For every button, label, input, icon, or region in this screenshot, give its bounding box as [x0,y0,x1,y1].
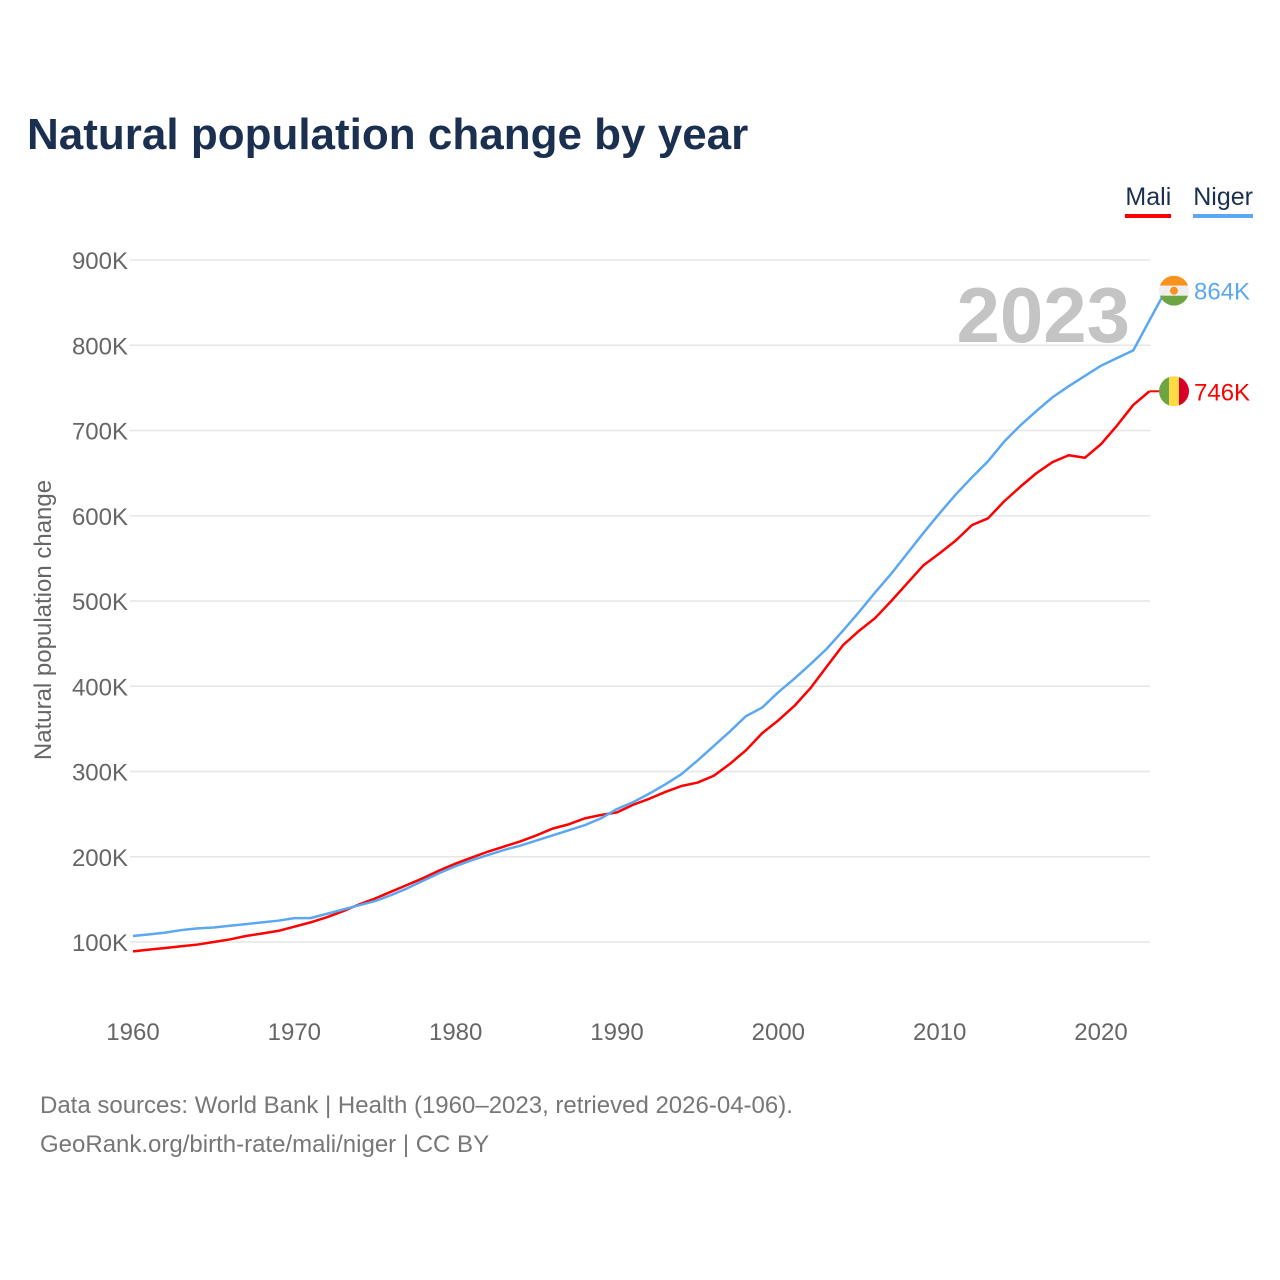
flag-stripes [1159,275,1189,306]
x-tick-label: 1960 [106,1019,159,1046]
flag-stripe [1169,376,1179,407]
current-year-label: 2023 [956,271,1130,359]
legend-item-niger[interactable]: Niger [1193,183,1253,218]
x-tick-label: 2010 [913,1019,966,1046]
series-line-mali [132,390,1151,953]
chart-title: Natural population change by year [27,110,749,159]
y-tick-label: 300K [72,760,128,787]
flag-stripe [1159,295,1189,306]
mali-flag-icon [1159,376,1189,407]
attribution-link[interactable]: GeoRank.org/birth-rate/mali/niger | CC B… [40,1131,490,1158]
footer: Data sources: World Bank | Health (1960–… [40,1086,793,1164]
legend-item-mali[interactable]: Mali [1125,183,1172,218]
y-tick-label: 800K [72,333,128,360]
y-tick-label: 500K [72,589,128,616]
x-tick-label: 2000 [752,1019,805,1046]
end-value-label-mali: 746K [1194,379,1250,406]
y-tick-label: 400K [72,674,128,701]
legend: Mali Niger [1125,183,1253,218]
y-tick-label: 100K [72,930,128,957]
flag-stripe [1159,376,1169,407]
x-tick-label: 2020 [1074,1019,1127,1046]
x-tick-label: 1980 [429,1019,482,1046]
flag-stripes [1159,376,1189,407]
y-axis-label: Natural population change [30,480,57,760]
flag-stripe [1179,376,1189,407]
x-tick-label: 1990 [590,1019,643,1046]
y-tick-label: 900K [72,248,128,275]
data-source-text: Data sources: World Bank | Health (1960–… [40,1092,793,1119]
niger-flag-icon [1159,275,1189,306]
series-line-niger [132,290,1167,938]
y-tick-label: 200K [72,845,128,872]
end-value-label-niger: 864K [1194,279,1250,306]
y-tick-label: 600K [72,504,128,531]
x-tick-label: 1970 [268,1019,321,1046]
flag-stripe [1159,275,1189,286]
flag-sun [1170,286,1178,295]
y-tick-label: 700K [72,419,128,446]
